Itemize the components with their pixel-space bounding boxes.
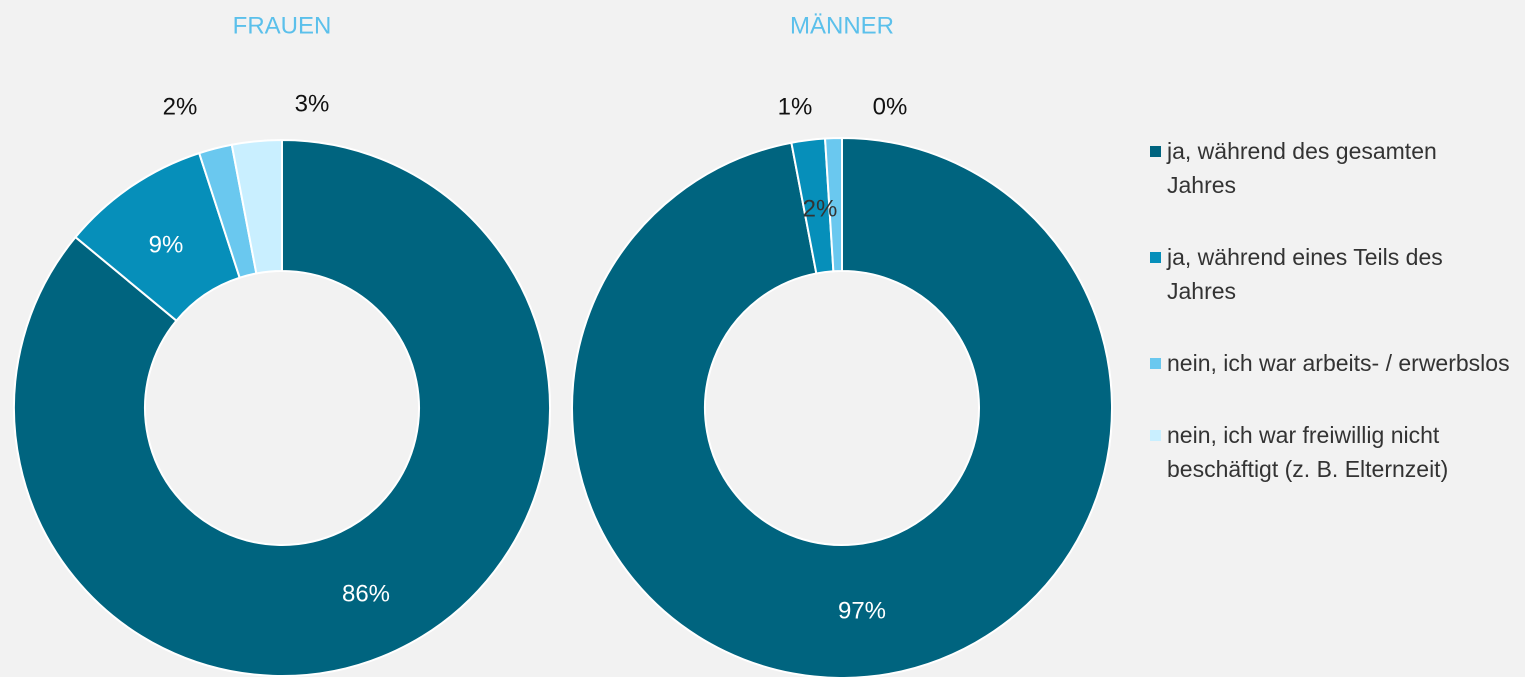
data-label: 1% (778, 93, 813, 120)
data-label: 9% (149, 231, 184, 258)
data-label: 2% (163, 93, 198, 120)
donut-segment (230, 138, 283, 275)
legend-item: nein, ich war arbeits- / erwerbslos (1150, 346, 1520, 380)
legend-item: ja, während eines Teils des Jahres (1150, 240, 1520, 308)
legend-swatch (1150, 252, 1161, 263)
legend-label: nein, ich war freiwillig nicht beschäfti… (1167, 422, 1449, 482)
legend-label: nein, ich war arbeits- / erwerbslos (1167, 350, 1510, 376)
donut-segment (13, 138, 551, 677)
data-label: 86% (342, 580, 390, 607)
legend: ja, während des gesamten Jahres ja, währe… (1150, 134, 1520, 524)
legend-swatch (1150, 146, 1161, 157)
legend-item: ja, während des gesamten Jahres (1150, 134, 1520, 202)
legend-label: ja, während eines Teils des Jahres (1167, 244, 1443, 304)
chart-title: MÄNNER (790, 12, 894, 39)
data-label: 0% (873, 93, 908, 120)
donut-segment (571, 136, 1113, 677)
data-label: 97% (838, 597, 886, 624)
legend-swatch (1150, 358, 1161, 369)
chart-title: FRAUEN (233, 12, 332, 39)
legend-swatch (1150, 430, 1161, 441)
data-label: 3% (295, 90, 330, 117)
legend-item: nein, ich war freiwillig nicht beschäfti… (1150, 418, 1520, 486)
data-label: 2% (803, 195, 838, 222)
legend-label: ja, während des gesamten Jahres (1167, 138, 1437, 198)
